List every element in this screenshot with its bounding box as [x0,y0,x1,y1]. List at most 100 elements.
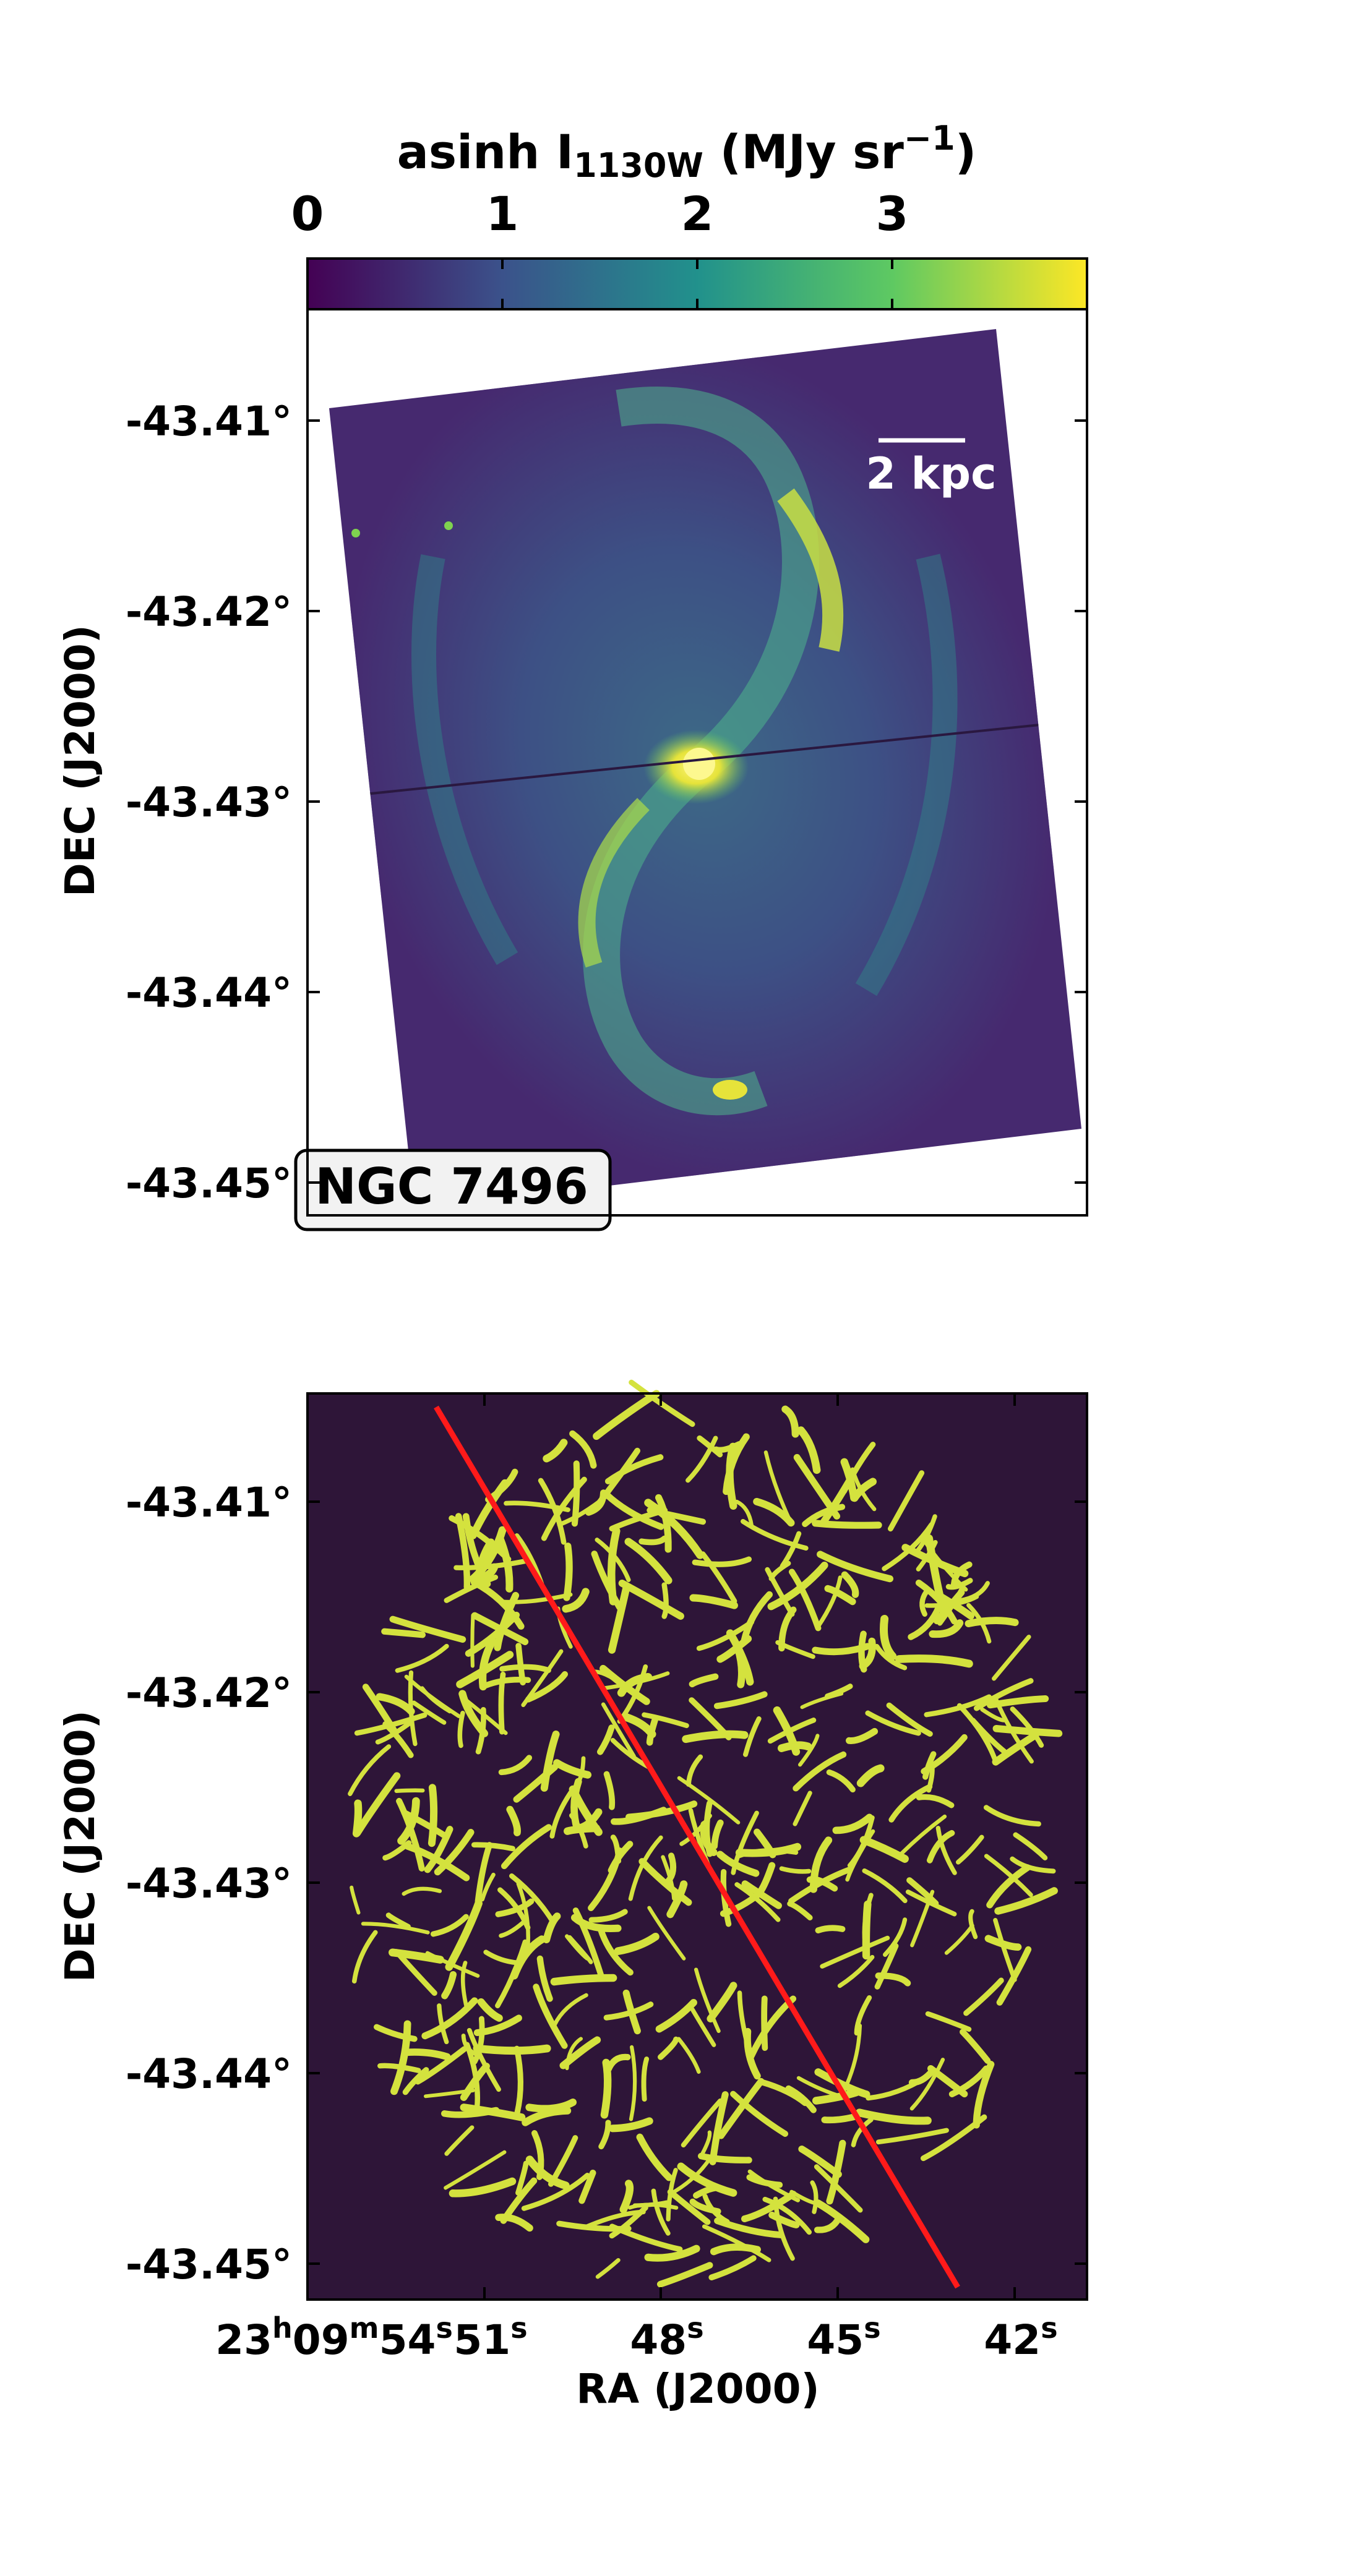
filament [661,1582,669,1619]
filament [521,2172,590,2211]
filament [793,1751,847,1792]
filament [605,2053,631,2073]
filament [471,1842,515,1852]
filament [397,1797,420,1845]
filament [543,1912,561,1943]
filament [353,1772,401,1837]
ytick-label: -43.43° [126,779,292,826]
top-panel: 2 kpc NGC 7496 -43.41°-43.42°-43.43°-43.… [56,308,1088,1231]
filament [572,1907,605,1982]
filament [846,1727,879,1744]
filament [906,1877,939,1907]
ytick-label: -43.42° [126,588,292,636]
filament [787,1901,813,1920]
filament [778,1606,797,1652]
filament [531,2130,544,2180]
filament [641,2056,650,2102]
filament [883,1917,908,1957]
filament [914,1514,937,1554]
filament [576,1756,586,1784]
filament [473,2044,551,2055]
filament [956,1703,998,1762]
filament [1010,1706,1044,1748]
filament [908,1603,942,1640]
filament [404,1674,461,1718]
filament [702,2224,771,2262]
filament [374,2024,418,2042]
xtick-label: 48s [630,2311,703,2364]
filament [597,1926,634,1976]
colorbar-tick-label: 1 [486,186,519,241]
filament [798,1734,820,1767]
filament [814,2215,842,2233]
scale-bar-label: 2 kpc [866,448,996,499]
filament [516,1881,530,1951]
filament [935,1826,957,1875]
filament [851,2117,874,2147]
filament [636,2133,673,2181]
filament [682,1730,749,1744]
filament [441,1971,457,2000]
filament [980,1707,1007,1722]
filament [664,1852,677,1885]
ytick-label: -43.41° [126,1479,292,1526]
filament [859,1836,909,1863]
filament [475,1842,492,1904]
filament [501,1824,552,1870]
filament-map [348,1379,1063,2288]
filament [781,1405,799,1438]
filament [638,1535,668,1546]
filament [389,1615,466,1643]
filament [987,1695,1049,1709]
filament [731,1810,759,1875]
filament [992,1635,1031,1681]
filament [737,1990,753,2060]
filament [812,1643,871,1656]
filament [614,1932,660,1955]
filament [994,1887,1058,1915]
filament [690,2007,716,2047]
filament [875,2128,949,2145]
filament [788,1866,853,1904]
filament [700,1551,737,1604]
filament [922,1751,937,1780]
filament [515,1643,526,1686]
filament [462,1513,491,1588]
xtick-label: 45s [807,2311,880,2364]
filament [817,1551,894,1583]
filament [681,2098,723,2148]
filament [351,1930,378,1984]
filament [859,1637,876,1670]
filament [874,1943,899,1990]
filament [548,2135,578,2187]
filament [689,1697,732,1740]
filament [603,1771,616,1810]
bottom-panel-xticks: 51s 48s 45s 42s [306,1393,1058,2364]
filament [692,1556,752,1567]
filament [965,1617,1019,1627]
filament [825,1684,853,1699]
filament [720,1889,764,1917]
xtick-label: 42s [984,2311,1057,2364]
filament [642,1712,689,1729]
filament [815,1925,846,1933]
filament [619,2180,634,2214]
filament [444,1574,499,1603]
filament [1010,1856,1056,1874]
bottom-panel: -43.41° -43.42° -43.43° -43.44° -43.45° 51s 4… [56,1379,1088,2413]
filament [747,2169,801,2202]
filament [916,1539,938,1572]
filament [651,2188,671,2236]
filament [411,1700,447,1725]
filament [401,1809,448,1839]
colorbar: asinh I1130W (MJy sr−1) 0 1 2 3 [291,119,1088,310]
filament [777,1741,812,1752]
filament [826,2139,846,2205]
filament [629,2045,637,2121]
filament [973,1678,1034,1711]
filament [655,1494,672,1553]
filament [723,1433,750,1496]
filament [926,1760,935,1793]
filament [375,1719,415,1745]
filament [381,1628,426,1638]
